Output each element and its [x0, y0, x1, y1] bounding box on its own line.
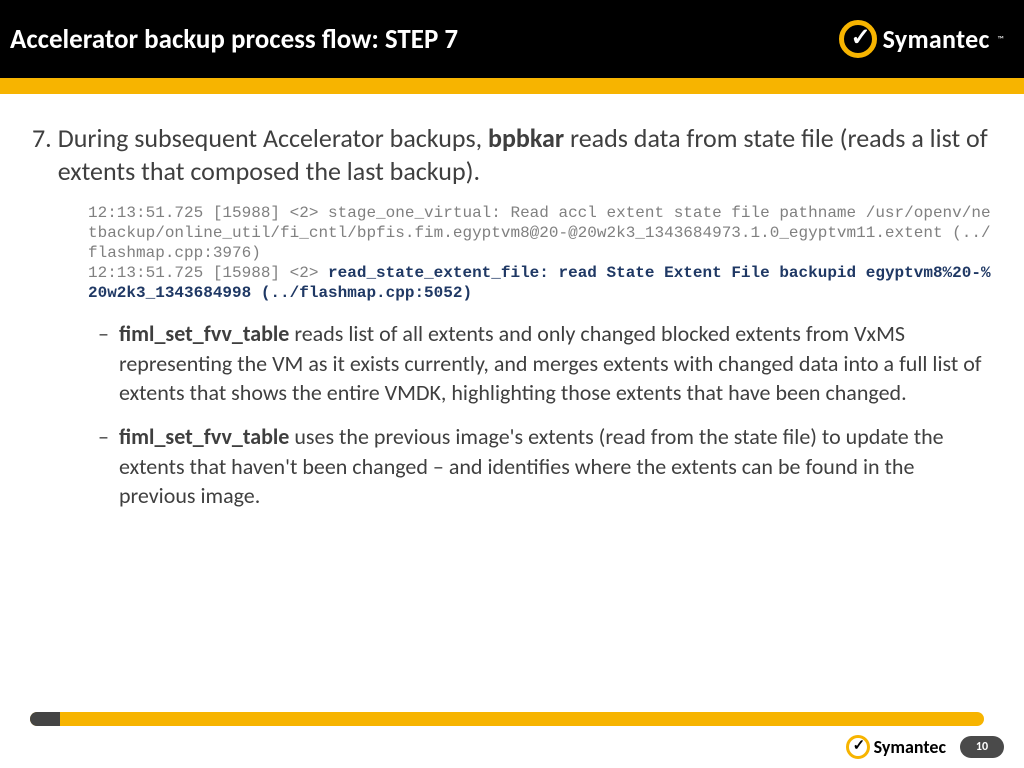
sub-bullet: – fiml_set_fvv_table reads list of all e…: [88, 319, 992, 408]
text-bold: bpbkar: [488, 122, 564, 154]
bullet-text: During subsequent Accelerator backups, b…: [58, 122, 992, 187]
text-bold: fiml_set_fvv_table: [119, 423, 289, 450]
slide-content: 7. During subsequent Accelerator backups…: [0, 94, 1024, 768]
trademark-icon: ™: [998, 34, 1004, 45]
text-bold: fiml_set_fvv_table: [119, 320, 289, 347]
dash-icon: –: [98, 422, 109, 511]
slide-footer: ✓ Symantec 10: [0, 712, 1024, 768]
brand-logo-top: ✓ Symantec ™: [839, 20, 1004, 58]
code-block: 12:13:51.725 [15988] <2> stage_one_virtu…: [88, 203, 992, 303]
dash-icon: –: [98, 319, 109, 408]
footer-accent-bar: [30, 712, 984, 726]
sub-bullet: – fiml_set_fvv_table uses the previous i…: [88, 422, 992, 511]
logo-check-icon: ✓: [851, 23, 871, 52]
slide-title: Accelerator backup process flow: STEP 7: [10, 23, 458, 56]
sub-bullet-text: fiml_set_fvv_table reads list of all ext…: [119, 319, 992, 408]
brand-name: Symantec: [874, 736, 946, 758]
logo-ring-icon: ✓: [846, 735, 870, 759]
sub-bullet-list: – fiml_set_fvv_table reads list of all e…: [88, 319, 992, 511]
sub-bullet-text: fiml_set_fvv_table uses the previous ima…: [119, 422, 992, 511]
bullet-number: 7.: [32, 122, 52, 187]
main-bullet: 7. During subsequent Accelerator backups…: [32, 122, 992, 187]
brand-name: Symantec: [883, 23, 990, 55]
logo-check-icon: ✓: [853, 736, 866, 755]
brand-logo-bottom: ✓ Symantec: [846, 735, 946, 759]
slide-header: Accelerator backup process flow: STEP 7 …: [0, 0, 1024, 78]
logo-ring-icon: ✓: [839, 20, 877, 58]
slide: Accelerator backup process flow: STEP 7 …: [0, 0, 1024, 768]
accent-stripe: [0, 78, 1024, 94]
footer-row: ✓ Symantec 10: [0, 726, 1024, 768]
page-number: 10: [960, 736, 1004, 758]
text-segment: During subsequent Accelerator backups,: [58, 122, 488, 154]
